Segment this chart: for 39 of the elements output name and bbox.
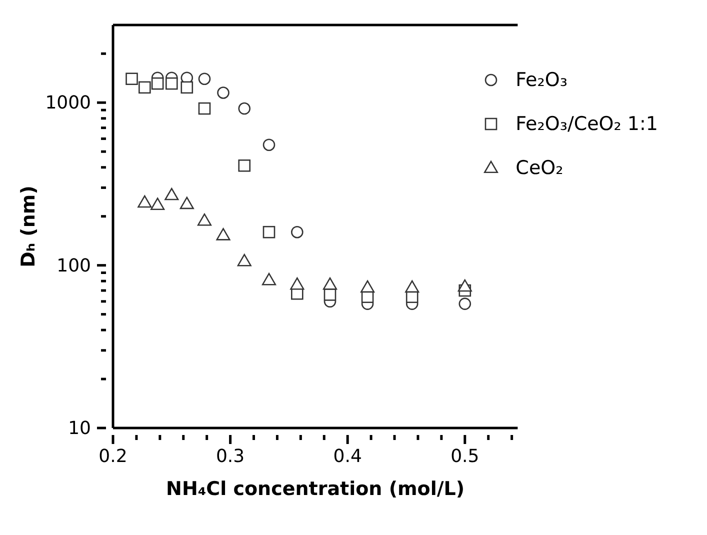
point	[198, 102, 211, 115]
point	[166, 77, 178, 90]
y-tick-label: 1000	[45, 92, 91, 114]
point	[290, 277, 304, 290]
point	[180, 81, 194, 94]
point	[238, 102, 251, 115]
point	[237, 254, 252, 266]
point	[126, 72, 138, 85]
point	[198, 72, 211, 85]
point	[217, 86, 230, 99]
x-tick-label: 0.4	[333, 446, 362, 467]
x-tick-label: 0.3	[216, 446, 245, 467]
y-axis-title: Dₕ (nm)	[18, 186, 40, 268]
point	[216, 228, 230, 240]
point	[180, 196, 194, 210]
point	[238, 159, 251, 172]
legend-label: Fe₂O₃	[516, 69, 568, 91]
x-axis-title: NH₄Cl concentration (mol/L)	[166, 478, 465, 500]
point	[458, 279, 472, 292]
point	[138, 195, 152, 208]
x-tick-label: 0.2	[98, 446, 128, 467]
point	[138, 81, 151, 94]
point	[262, 272, 276, 286]
point	[322, 277, 338, 290]
point	[262, 226, 276, 238]
legend-label: Fe₂O₃/CeO₂ 1:1	[516, 113, 658, 135]
x-tick-label: 0.5	[450, 446, 480, 467]
legend-label: CeO₂	[516, 157, 564, 179]
point	[291, 226, 304, 238]
point	[360, 280, 375, 293]
point	[262, 138, 276, 152]
point	[458, 298, 472, 310]
y-tick-label: 100	[56, 255, 91, 276]
point	[405, 280, 420, 293]
point	[164, 188, 179, 200]
point	[150, 198, 165, 210]
point	[151, 77, 164, 90]
y-tick-label: 10	[68, 418, 91, 439]
point	[197, 213, 212, 226]
